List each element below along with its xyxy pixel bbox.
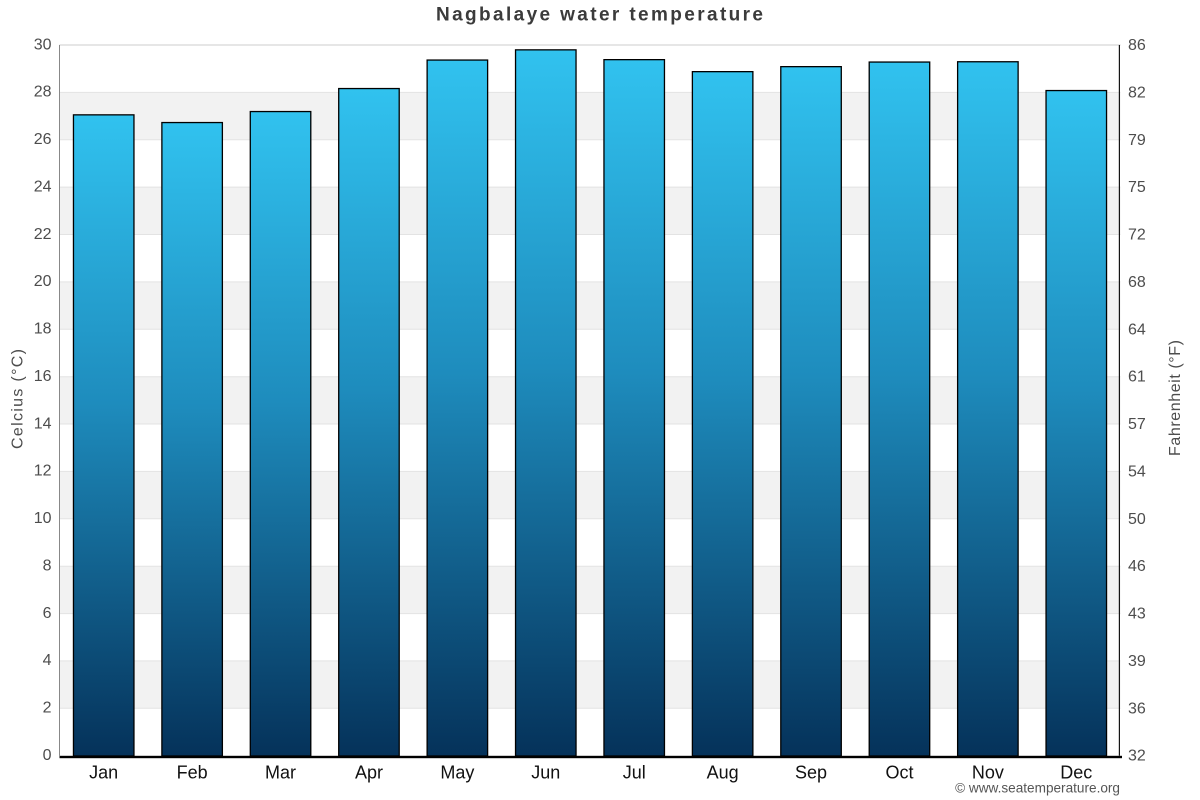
svg-text:68: 68 — [1128, 274, 1146, 291]
svg-text:26: 26 — [34, 131, 52, 148]
svg-text:20: 20 — [34, 273, 52, 290]
svg-text:Aug: Aug — [707, 763, 739, 783]
svg-text:72: 72 — [1128, 227, 1146, 244]
svg-text:24: 24 — [34, 178, 52, 195]
svg-text:14: 14 — [34, 415, 52, 432]
svg-text:64: 64 — [1128, 321, 1146, 338]
svg-text:61: 61 — [1128, 369, 1146, 386]
svg-text:2: 2 — [43, 700, 52, 717]
svg-text:0: 0 — [43, 747, 52, 764]
svg-text:32: 32 — [1128, 748, 1146, 765]
svg-text:Nagbalaye water temperature: Nagbalaye water temperature — [436, 5, 763, 26]
svg-text:57: 57 — [1128, 416, 1146, 433]
svg-text:54: 54 — [1128, 463, 1146, 480]
svg-text:16: 16 — [34, 368, 52, 385]
svg-text:4: 4 — [43, 652, 52, 669]
svg-text:8: 8 — [43, 558, 52, 575]
svg-text:79: 79 — [1128, 132, 1146, 149]
svg-text:Sep: Sep — [795, 763, 827, 783]
svg-text:Mar: Mar — [265, 763, 296, 783]
svg-text:Jul: Jul — [623, 763, 646, 783]
svg-text:Nov: Nov — [972, 763, 1004, 783]
svg-text:© www.seatemperature.org: © www.seatemperature.org — [955, 781, 1120, 796]
svg-text:Feb: Feb — [177, 763, 208, 783]
svg-text:28: 28 — [34, 84, 52, 101]
svg-text:Oct: Oct — [885, 763, 913, 783]
svg-text:Apr: Apr — [355, 763, 383, 783]
svg-text:43: 43 — [1128, 606, 1146, 623]
svg-text:May: May — [440, 763, 474, 783]
svg-text:12: 12 — [34, 463, 52, 480]
svg-text:Jun: Jun — [531, 763, 560, 783]
svg-text:Celcius (°C): Celcius (°C) — [10, 349, 27, 449]
svg-text:Dec: Dec — [1060, 763, 1092, 783]
svg-text:82: 82 — [1128, 84, 1146, 101]
svg-text:30: 30 — [34, 36, 52, 53]
svg-text:50: 50 — [1128, 511, 1146, 528]
svg-text:Jan: Jan — [89, 763, 118, 783]
svg-text:75: 75 — [1128, 179, 1146, 196]
svg-text:10: 10 — [34, 510, 52, 527]
svg-text:22: 22 — [34, 226, 52, 243]
svg-text:6: 6 — [43, 605, 52, 622]
svg-text:39: 39 — [1128, 653, 1146, 670]
svg-text:18: 18 — [34, 321, 52, 338]
svg-text:36: 36 — [1128, 700, 1146, 717]
svg-text:86: 86 — [1128, 37, 1146, 54]
svg-text:Fahrenheit (°F): Fahrenheit (°F) — [1167, 340, 1184, 456]
svg-text:46: 46 — [1128, 558, 1146, 575]
